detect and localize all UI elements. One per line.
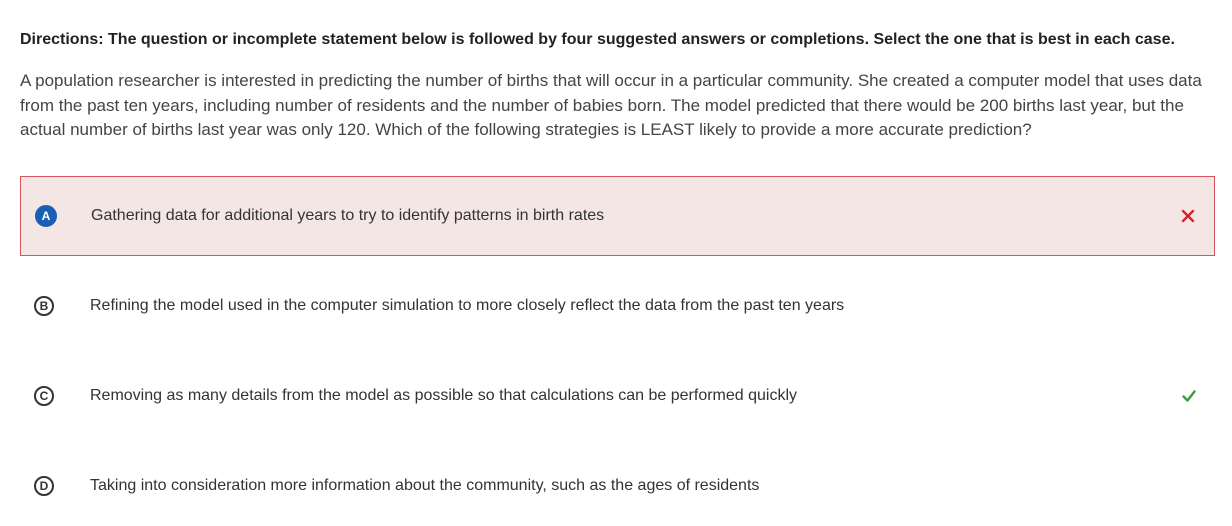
option-letter-badge: D [34, 476, 54, 496]
answer-option-a[interactable]: A Gathering data for additional years to… [20, 176, 1215, 256]
option-letter-badge: A [35, 205, 57, 227]
x-icon [1181, 209, 1195, 223]
question-stem: A population researcher is interested in… [20, 71, 1202, 139]
directions-text: Directions: The question or incomplete s… [20, 31, 1175, 48]
answer-option-d[interactable]: D Taking into consideration more informa… [20, 446, 1215, 526]
option-text: Gathering data for additional years to t… [91, 207, 605, 224]
option-letter-badge: B [34, 296, 54, 316]
answer-option-c[interactable]: C Removing as many details from the mode… [20, 356, 1215, 436]
option-text: Refining the model used in the computer … [90, 297, 845, 314]
answer-option-b[interactable]: B Refining the model used in the compute… [20, 266, 1215, 346]
option-text: Removing as many details from the model … [90, 387, 798, 404]
check-icon [1182, 390, 1196, 402]
option-text: Taking into consideration more informati… [90, 477, 760, 494]
option-letter-badge: C [34, 386, 54, 406]
